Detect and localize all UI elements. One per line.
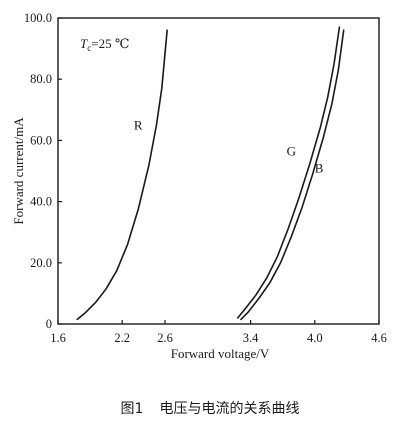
series-line-R	[76, 29, 168, 321]
figure-caption: 图1 电压与电流的关系曲线	[121, 401, 300, 417]
y-tick-label: 40.0	[30, 195, 52, 209]
annotation-text: =25 ℃	[91, 36, 129, 51]
series-line-G	[236, 26, 341, 319]
x-tick-label: 2.6	[157, 331, 173, 345]
annotation-subscript: c	[87, 43, 91, 53]
annotation-symbol: T	[80, 36, 88, 51]
series-lines: R G B	[76, 26, 345, 321]
x-tick-label: 4.0	[307, 331, 323, 345]
y-tick-label: 20.0	[30, 256, 52, 270]
series-label-R: R	[134, 118, 143, 133]
y-tick-label: 80.0	[30, 72, 52, 86]
series-label-B: B	[315, 161, 324, 176]
y-axis-title: Forward current/mA	[11, 117, 26, 225]
series-line-B	[240, 29, 345, 321]
y-tick-label: 100.0	[24, 11, 52, 25]
x-axis-title: Forward voltage/V	[171, 346, 270, 361]
x-tick-label: 3.4	[243, 331, 259, 345]
x-tick-label: 4.6	[371, 331, 387, 345]
y-tick-label: 60.0	[30, 133, 52, 147]
x-tick-label: 2.2	[114, 331, 130, 345]
x-tick-label: 1.6	[50, 331, 66, 345]
series-label-G: G	[287, 144, 296, 159]
temperature-annotation: Tc=25 ℃	[80, 36, 129, 53]
caption-text: 电压与电流的关系曲线	[159, 401, 299, 417]
x-axis: 1.6 2.2 2.6 3.4 4.0 4.6	[50, 320, 387, 345]
y-axis: 0 20.0 40.0 60.0 80.0 100.0	[24, 11, 62, 331]
plot-frame	[57, 17, 380, 325]
caption-number: 图1	[121, 401, 144, 417]
y-tick-label: 0	[46, 317, 52, 331]
